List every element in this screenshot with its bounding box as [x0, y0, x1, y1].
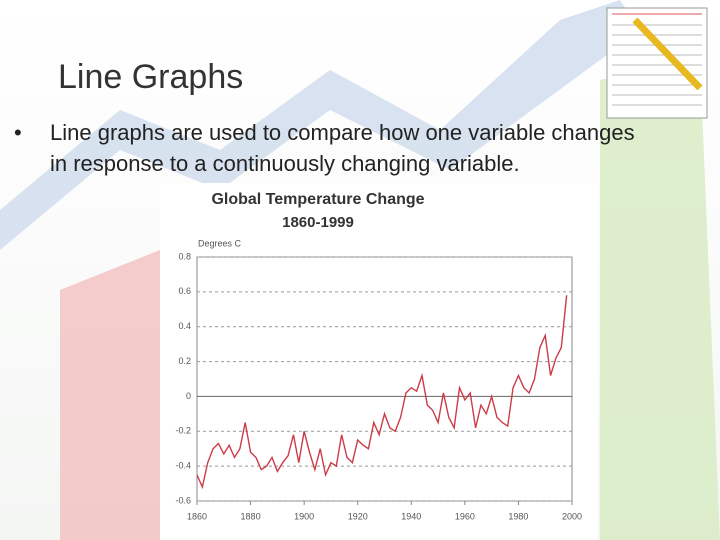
y-tick-label: -0.4 — [175, 461, 191, 471]
x-tick-label: 2000 — [562, 511, 582, 521]
x-tick-label: 1940 — [401, 511, 421, 521]
slide-title: Line Graphs — [58, 58, 244, 96]
x-tick-label: 1880 — [241, 511, 261, 521]
chart: Global Temperature Change 1860-1999 Degr… — [160, 183, 598, 540]
y-tick-label: 0 — [186, 391, 191, 401]
y-tick-label: -0.2 — [175, 426, 191, 436]
x-tick-label: 1960 — [455, 511, 475, 521]
y-tick-label: -0.6 — [175, 495, 191, 505]
chart-title: Global Temperature Change — [211, 191, 424, 208]
y-tick-label: 0.4 — [178, 321, 191, 331]
y-axis-label: Degrees C — [198, 238, 242, 248]
x-tick-label: 1860 — [187, 511, 207, 521]
x-tick-label: 1900 — [294, 511, 314, 521]
y-tick-label: 0.6 — [178, 286, 191, 296]
x-tick-label: 1920 — [348, 511, 368, 521]
bullet-text: Line graphs are used to compare how one … — [50, 117, 640, 179]
x-tick-label: 1980 — [508, 511, 528, 521]
chart-subtitle: 1860-1999 — [282, 214, 354, 231]
y-tick-label: 0.2 — [178, 356, 191, 366]
data-line — [196, 295, 568, 490]
y-tick-label: 0.8 — [178, 251, 191, 261]
